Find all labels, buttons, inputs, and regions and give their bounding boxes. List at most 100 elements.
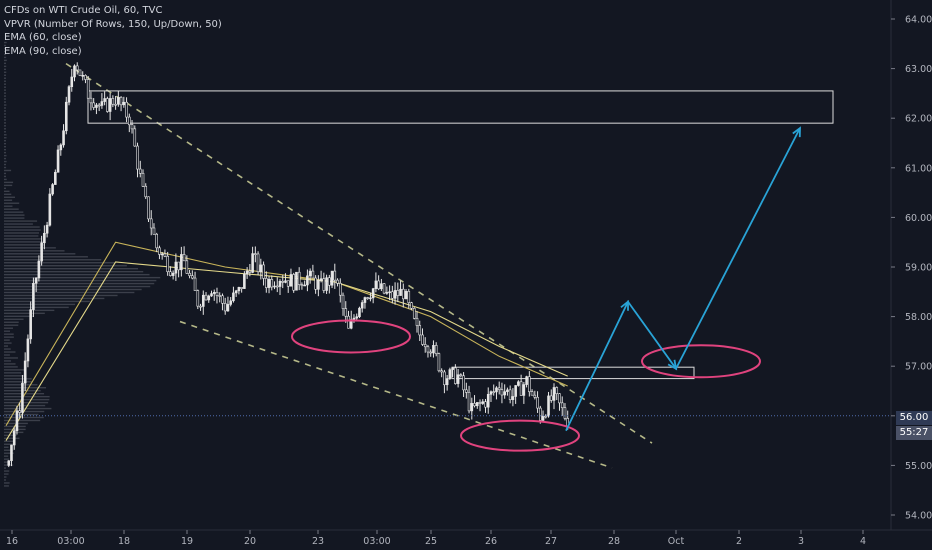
candle-body (106, 98, 109, 112)
candle-body (136, 145, 139, 170)
x-tick-label: 16 (6, 536, 18, 547)
candle-body (262, 264, 265, 279)
volume-profile-bar (4, 276, 161, 279)
candle-body (15, 410, 19, 432)
candle-body (484, 401, 487, 408)
candle-body (555, 387, 559, 395)
candle-body (470, 403, 474, 412)
candle-body (26, 338, 30, 362)
candle-body (360, 302, 364, 309)
candle-body (152, 227, 156, 235)
volume-profile-bar (4, 265, 127, 267)
candle-body (125, 101, 128, 118)
volume-profile-bar (4, 315, 34, 318)
volume-profile-bar (4, 250, 65, 252)
candle-body (48, 193, 52, 226)
candle-body (226, 304, 230, 312)
candle-body (547, 395, 550, 417)
candle-body (536, 396, 539, 409)
volume-profile-bar (4, 333, 14, 335)
candle-body (371, 288, 375, 299)
candle-body (160, 253, 164, 256)
candle-body (560, 402, 564, 409)
candle-body (45, 224, 49, 234)
x-tick-label: 26 (485, 536, 497, 547)
candle-body (177, 261, 180, 271)
candle-body (330, 270, 334, 286)
volume-profile-bar (4, 369, 25, 371)
volume-profile-bar (4, 131, 6, 133)
candle-body (248, 270, 252, 273)
volume-profile-bar (4, 479, 6, 481)
volume-profile-bar (4, 363, 16, 365)
retest-ellipse (641, 344, 761, 379)
legend-ema90[interactable]: EMA (90, close) (4, 45, 82, 57)
projection-arrowhead-3 (792, 126, 801, 138)
candle-body (215, 292, 219, 296)
candle-body (51, 184, 54, 195)
candle-body (508, 389, 512, 400)
candle-body (23, 360, 27, 384)
candle-body (454, 367, 457, 384)
candle-body (538, 407, 542, 421)
volume-profile-bar (4, 384, 38, 386)
candle-body (445, 378, 449, 386)
candle-body (506, 389, 509, 392)
candle-body (363, 297, 367, 303)
volume-profile-bar (4, 256, 88, 258)
volume-profile-bar (4, 184, 13, 187)
volume-profile-bar (4, 104, 7, 106)
volume-profile-bar (4, 47, 6, 50)
volume-profile-bar (4, 440, 14, 442)
volume-profile-bar (4, 226, 40, 228)
volume-profile-bar (4, 336, 14, 338)
candle-body (314, 277, 317, 290)
candle-body (117, 96, 120, 105)
volume-profile-bar (4, 140, 6, 142)
candle-body (319, 278, 323, 281)
x-tick-label: 03:00 (57, 536, 84, 547)
candle-body (221, 295, 224, 304)
volume-profile-bar (4, 339, 10, 341)
volume-profile-bar (4, 288, 142, 291)
candle-body (459, 374, 463, 377)
x-tick-label: 3 (798, 536, 804, 547)
legend-ema60[interactable]: EMA (60, close) (4, 32, 82, 43)
candle-body (128, 116, 131, 126)
candle-body (418, 325, 422, 336)
volume-profile-bar (4, 86, 6, 88)
candle-body (297, 271, 301, 285)
volume-profile-bar (4, 148, 6, 151)
candle-body (352, 317, 356, 320)
candle-body (429, 351, 433, 354)
volume-profile-bar (4, 193, 12, 195)
candle-body (481, 401, 485, 404)
volume-profile-bar (4, 44, 6, 47)
legend-vpvr[interactable]: VPVR (Number Of Rows, 150, Up/Down, 50) (4, 18, 222, 30)
candle-body (188, 272, 191, 276)
candle-body (385, 292, 389, 294)
volume-profile-bar (4, 175, 6, 178)
y-tick-label: 64.00 (905, 15, 932, 26)
candle-body (440, 370, 443, 373)
volume-profile-bar (4, 143, 6, 145)
volume-profile-bar (4, 381, 32, 383)
candle-body (267, 279, 271, 288)
candle-body (563, 407, 567, 419)
candle-body (169, 271, 172, 276)
candle-body (163, 253, 167, 257)
x-tick-label: Oct (668, 536, 685, 547)
candle-body (393, 290, 397, 299)
candle-body (97, 104, 101, 107)
volume-profile-bar (4, 401, 49, 404)
candle-body (317, 280, 320, 290)
volume-profile-bar (4, 446, 9, 448)
candle-body (166, 255, 169, 273)
candle-body (34, 277, 38, 284)
candle-body (240, 287, 243, 289)
volume-profile-bar (4, 482, 10, 484)
volume-profile-bar (4, 428, 26, 431)
y-tick-label: 58.00 (905, 312, 932, 323)
candle-body (92, 102, 95, 108)
